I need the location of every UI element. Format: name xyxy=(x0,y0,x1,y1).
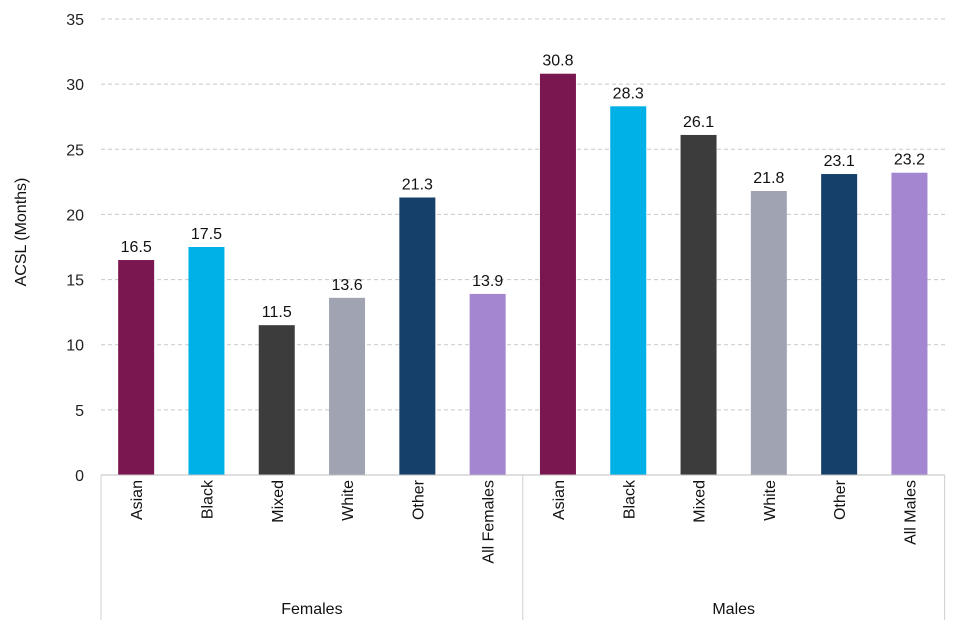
data-label: 23.2 xyxy=(894,152,925,169)
data-label: 21.3 xyxy=(402,176,433,193)
y-tick-label: 15 xyxy=(66,273,84,290)
bar xyxy=(610,106,647,475)
category-label: Other xyxy=(410,479,427,520)
category-label: White xyxy=(340,480,357,521)
bar xyxy=(258,325,295,475)
category-label: Other xyxy=(832,479,849,520)
gridlines xyxy=(101,18,945,411)
data-label: 26.1 xyxy=(683,114,714,131)
data-label: 11.5 xyxy=(262,304,292,321)
data-labels: 16.5 17.5 11.5 13.6 21.3 13.9 30.8 28.3 26.1 21.8… xyxy=(121,53,926,321)
y-tick-label: 30 xyxy=(66,77,84,94)
x-axis xyxy=(100,474,946,620)
category-label: All Females xyxy=(481,480,498,564)
category-label: All Males xyxy=(902,480,919,545)
group-label: Females xyxy=(281,601,342,618)
data-label: 23.1 xyxy=(824,153,855,170)
y-tick-label: 35 xyxy=(66,12,84,29)
bar xyxy=(539,73,576,475)
bar xyxy=(891,172,928,476)
bar xyxy=(329,297,366,475)
bar xyxy=(821,174,858,476)
group-labels: Females Males xyxy=(281,601,755,618)
data-label: 13.6 xyxy=(331,277,362,294)
group-label: Males xyxy=(712,601,755,618)
category-label: Mixed xyxy=(692,480,709,523)
bar xyxy=(680,134,717,475)
category-label: White xyxy=(762,480,779,521)
data-label: 30.8 xyxy=(542,53,573,70)
y-tick-label: 25 xyxy=(66,142,84,159)
bar xyxy=(469,293,506,475)
y-tick-label: 10 xyxy=(66,338,84,355)
category-label: Black xyxy=(199,479,216,519)
category-label: Mixed xyxy=(270,480,287,523)
y-tick-label: 5 xyxy=(75,403,84,420)
y-axis-label: ACSL (Months) xyxy=(13,178,30,287)
bar xyxy=(118,260,155,475)
data-label: 17.5 xyxy=(191,226,222,243)
data-label: 28.3 xyxy=(613,85,644,102)
bars xyxy=(118,73,928,476)
data-label: 21.8 xyxy=(753,170,784,187)
bar xyxy=(750,190,787,475)
category-label: Asian xyxy=(129,480,146,520)
y-tick-label: 20 xyxy=(66,207,84,224)
bar xyxy=(188,247,225,475)
bar xyxy=(399,197,436,475)
y-tick-label: 0 xyxy=(75,468,84,485)
category-label: Black xyxy=(621,479,638,519)
data-label: 16.5 xyxy=(121,239,152,256)
category-labels: Asian Black Mixed White Other All Females Asia… xyxy=(129,479,919,564)
category-label: Asian xyxy=(551,480,568,520)
y-axis-ticks: 0 5 10 15 20 25 30 35 xyxy=(66,12,84,485)
data-label: 13.9 xyxy=(472,273,503,290)
